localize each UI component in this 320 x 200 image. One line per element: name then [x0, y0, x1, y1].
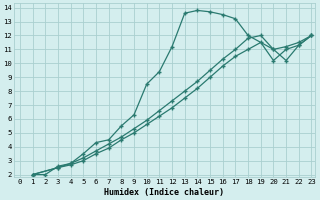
X-axis label: Humidex (Indice chaleur): Humidex (Indice chaleur) [104, 188, 224, 197]
